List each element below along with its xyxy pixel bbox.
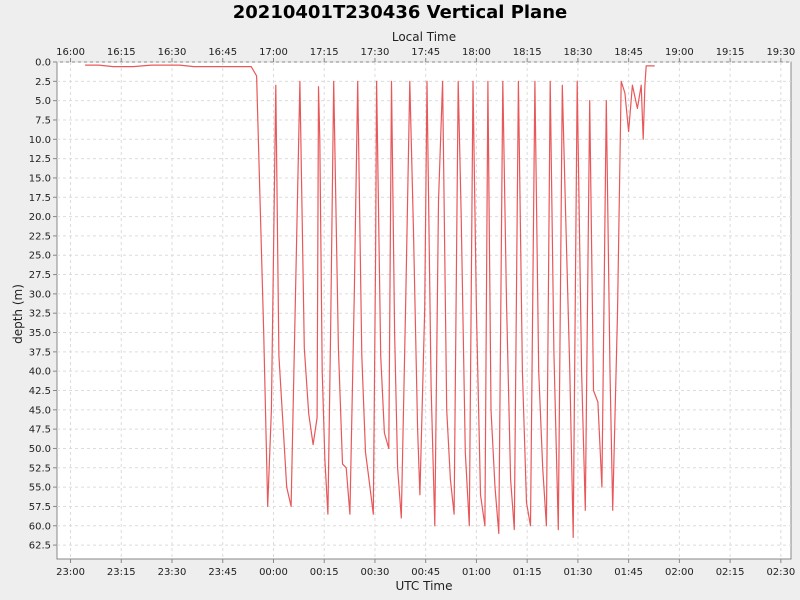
y-tick-label: 10.0 xyxy=(29,135,51,146)
x2-tick-label: 17:00 xyxy=(259,47,288,58)
y-tick-label: 0.0 xyxy=(35,58,51,69)
x2-tick-label: 19:00 xyxy=(665,47,694,58)
y-axis-label: depth (m) xyxy=(11,284,25,344)
y-tick-label: 25.0 xyxy=(29,251,51,262)
x2-tick-label: 16:00 xyxy=(56,47,85,58)
x-tick-label: 23:45 xyxy=(208,567,237,578)
x-tick-label: 02:00 xyxy=(665,567,694,578)
y-tick-label: 47.5 xyxy=(29,425,51,436)
x-tick-label: 02:15 xyxy=(716,567,745,578)
depth-series-line xyxy=(85,64,655,539)
x-tick-label: 02:30 xyxy=(766,567,795,578)
x-tick-label: 00:45 xyxy=(411,567,440,578)
y-tick-label: 55.0 xyxy=(29,483,51,494)
chart-title: 20210401T230436 Vertical Plane xyxy=(233,2,567,23)
y-tick-label: 27.5 xyxy=(29,270,51,281)
x-tick-label: 01:15 xyxy=(513,567,542,578)
axis-ticks: 0.0 2.5 5.0 7.5 10.0 12.5 15.0 17.5 20.0 22.5 25.0… xyxy=(29,47,796,578)
y-tick-label: 32.5 xyxy=(29,309,51,320)
x-tick-label: 01:00 xyxy=(462,567,491,578)
y-tick-label: 45.0 xyxy=(29,405,51,416)
y-tick-label: 5.0 xyxy=(35,96,51,107)
x2-tick-label: 19:15 xyxy=(716,47,745,58)
top-axis-label: Local Time xyxy=(392,30,456,44)
y-tick-label: 42.5 xyxy=(29,386,51,397)
x2-tick-label: 16:45 xyxy=(208,47,237,58)
y-tick-label: 62.5 xyxy=(29,541,51,552)
x2-tick-label: 18:15 xyxy=(513,47,542,58)
y-tick-label: 15.0 xyxy=(29,173,51,184)
y-tick-label: 37.5 xyxy=(29,347,51,358)
x2-tick-label: 18:45 xyxy=(614,47,643,58)
y-tick-label: 20.0 xyxy=(29,212,51,223)
y-tick-label: 22.5 xyxy=(29,231,51,242)
x-tick-label: 00:30 xyxy=(361,567,390,578)
y-tick-label: 60.0 xyxy=(29,521,51,532)
y-tick-label: 50.0 xyxy=(29,444,51,455)
y-tick-label: 35.0 xyxy=(29,328,51,339)
y-tick-label: 57.5 xyxy=(29,502,51,513)
x-tick-label: 01:45 xyxy=(614,567,643,578)
x2-tick-label: 17:15 xyxy=(310,47,339,58)
y-tick-label: 7.5 xyxy=(35,115,51,126)
plot-area xyxy=(56,61,792,560)
y-tick-label: 2.5 xyxy=(35,77,51,88)
series-layer xyxy=(85,64,655,539)
y-tick-label: 40.0 xyxy=(29,367,51,378)
x2-tick-label: 18:30 xyxy=(563,47,592,58)
bottom-axis-label: UTC Time xyxy=(396,579,453,593)
x2-tick-label: 17:45 xyxy=(411,47,440,58)
x2-tick-label: 17:30 xyxy=(361,47,390,58)
y-tick-label: 17.5 xyxy=(29,193,51,204)
x2-tick-label: 18:00 xyxy=(462,47,491,58)
x2-tick-label: 19:30 xyxy=(766,47,795,58)
x-tick-label: 23:30 xyxy=(158,567,187,578)
x-tick-label: 23:00 xyxy=(56,567,85,578)
x-tick-label: 01:30 xyxy=(563,567,592,578)
x-tick-label: 00:15 xyxy=(310,567,339,578)
x2-tick-label: 16:15 xyxy=(107,47,136,58)
x2-tick-label: 16:30 xyxy=(158,47,187,58)
y-tick-label: 52.5 xyxy=(29,463,51,474)
y-tick-label: 12.5 xyxy=(29,154,51,165)
x-tick-label: 23:15 xyxy=(107,567,136,578)
y-tick-label: 30.0 xyxy=(29,289,51,300)
x-tick-label: 00:00 xyxy=(259,567,288,578)
